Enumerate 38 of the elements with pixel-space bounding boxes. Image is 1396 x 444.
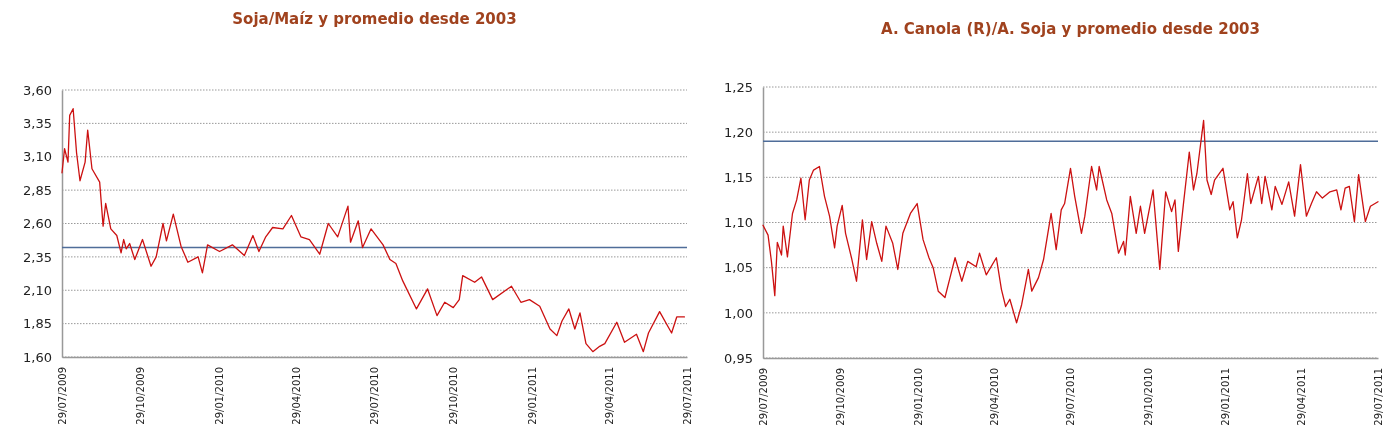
x-tick-label: 29/07/2009: [56, 367, 68, 425]
y-tick-label: 1,60: [23, 349, 52, 365]
x-tick-label: 29/04/2011: [1296, 368, 1308, 426]
y-tick-label: 1,00: [724, 305, 753, 321]
y-tick-label: 1,85: [23, 316, 52, 332]
x-tick-label: 29/04/2010: [988, 368, 1000, 426]
y-tick-label: 0,95: [724, 350, 753, 366]
y-tick-label: 3,60: [23, 82, 52, 98]
y-tick-label: 3,10: [23, 149, 52, 165]
x-tick-label: 29/07/2011: [681, 367, 693, 425]
x-tick-label: 29/10/2009: [135, 367, 147, 425]
x-tick-label: 29/01/2010: [214, 367, 226, 425]
y-tick-label: 1,15: [724, 169, 753, 185]
y-tick-label: 2,85: [23, 182, 52, 198]
x-tick-label: 29/10/2010: [447, 367, 459, 425]
y-tick-label: 1,05: [724, 260, 753, 276]
x-tick-label: 29/07/2010: [369, 367, 381, 425]
y-tick-label: 1,25: [724, 79, 753, 95]
x-tick-label: 29/07/2009: [757, 368, 769, 426]
x-tick-label: 29/01/2011: [1220, 368, 1232, 426]
y-tick-label: 3,35: [23, 116, 52, 132]
y-tick-label: 2,10: [23, 282, 52, 298]
x-tick-label: 29/04/2010: [291, 367, 303, 425]
x-tick-label: 29/10/2010: [1142, 368, 1154, 426]
line-series: [61, 108, 686, 353]
y-tick-label: 1,10: [724, 215, 753, 231]
y-tick-label: 1,20: [724, 124, 753, 140]
chart-title: A. Canola (R)/A. Soja y promedio desde 2003: [881, 20, 1260, 38]
x-tick-label: 29/04/2011: [603, 367, 615, 425]
y-tick-label: 2,35: [23, 249, 52, 265]
x-tick-label: 29/01/2010: [912, 368, 924, 426]
x-tick-label: 29/01/2011: [526, 367, 538, 425]
line-series: [762, 119, 1379, 324]
chart-title: Soja/Maíz y promedio desde 2003: [232, 10, 517, 28]
x-tick-label: 29/07/2010: [1065, 368, 1077, 426]
x-tick-label: 29/07/2011: [1372, 368, 1384, 426]
x-tick-label: 29/10/2009: [835, 368, 847, 426]
y-tick-label: 2,60: [23, 216, 52, 232]
